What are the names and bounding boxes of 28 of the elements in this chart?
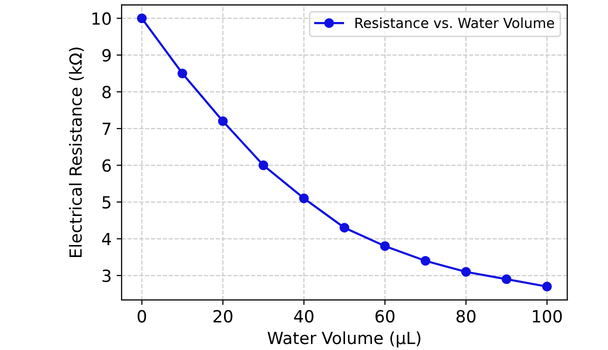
x-axis-title: Water Volume (µL) [268,331,420,348]
x-tick-label: 60 [376,310,394,323]
point [258,160,268,170]
point [299,193,309,204]
y-tick-label: 9 [102,49,111,62]
y-tick-label: 10 [92,12,111,25]
x-tick-label: 20 [214,310,232,323]
point [218,116,228,126]
x-tick-label: 0 [138,310,146,323]
point [178,68,188,78]
x-tick-label: 100 [532,310,562,323]
point [340,222,350,233]
x-tick-label: 80 [456,310,476,323]
y-tick-label: 5 [102,196,110,209]
point [502,274,512,284]
point [461,266,471,277]
legend-label: Resistance vs. Water Volume [355,17,554,28]
x-tick-label: 40 [294,310,314,323]
point [136,13,147,24]
y-tick-label: 7 [102,122,110,135]
point [420,256,430,266]
y-tick-label: 6 [102,159,111,172]
point [542,282,552,292]
point [380,241,390,251]
y-tick-label: 3 [102,269,111,282]
y-axis-title: Electrical Resistance (kΩ) [68,48,84,257]
y-tick-label: 8 [102,86,111,98]
y-tick-label: 4 [102,232,111,246]
